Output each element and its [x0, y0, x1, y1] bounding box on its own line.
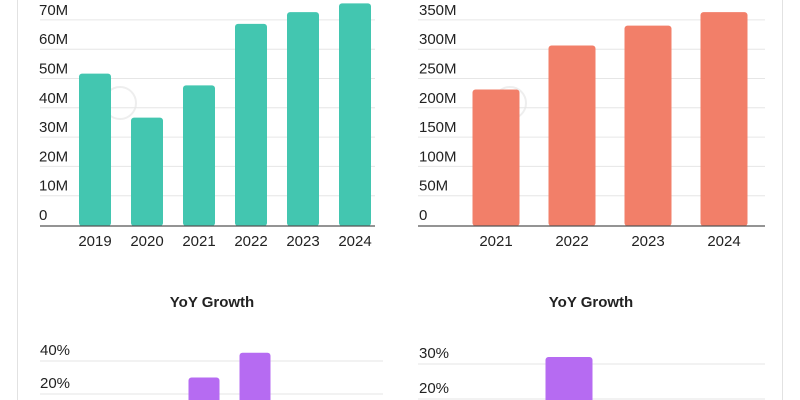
- y-tick-label: 60M: [39, 31, 68, 48]
- bar: [235, 23, 267, 226]
- x-tick-label: 2024: [707, 233, 740, 250]
- x-tick-label: 2020: [130, 233, 163, 250]
- chart-title: YoY Growth: [170, 294, 254, 311]
- bar: [700, 12, 748, 226]
- y-tick-label: 150M: [419, 119, 457, 136]
- y-tick-label: 350M: [419, 2, 457, 19]
- chart-title: YoY Growth: [549, 294, 633, 311]
- x-tick-label: 2021: [479, 233, 512, 250]
- y-tick-label: 70M: [39, 2, 68, 19]
- y-tick-label: 20M: [39, 148, 68, 165]
- y-tick-label: 50M: [39, 61, 68, 78]
- bar: [624, 25, 672, 227]
- x-tick-label: 2022: [234, 233, 267, 250]
- bar: [287, 12, 319, 226]
- bar: [188, 377, 220, 400]
- x-tick-label: 2023: [631, 233, 664, 250]
- bar: [545, 357, 593, 400]
- y-tick-label: 200M: [419, 90, 457, 107]
- y-tick-label: 100M: [419, 148, 457, 165]
- y-tick-label: 30M: [39, 119, 68, 136]
- y-tick-label: 250M: [419, 61, 457, 78]
- x-tick-label: 2022: [555, 233, 588, 250]
- bar: [548, 45, 596, 227]
- bar: [239, 352, 271, 400]
- bar: [472, 89, 520, 226]
- bar: [339, 3, 371, 226]
- bar: [79, 73, 111, 226]
- y-tick-label: 0: [39, 207, 47, 224]
- y-tick-label: 300M: [419, 31, 457, 48]
- y-tick-label: 30%: [419, 345, 449, 362]
- y-tick-label: 40%: [40, 342, 70, 359]
- y-tick-label: 50M: [419, 178, 448, 195]
- bar: [131, 117, 163, 226]
- y-tick-label: 0: [419, 207, 427, 224]
- x-tick-label: 2024: [338, 233, 371, 250]
- y-tick-label: 20%: [419, 380, 449, 397]
- panel-border-right: [782, 0, 783, 400]
- bar: [183, 85, 215, 226]
- y-tick-label: 10M: [39, 178, 68, 195]
- panel-border-left: [17, 0, 18, 400]
- y-tick-label: 40M: [39, 90, 68, 107]
- x-tick-label: 2023: [286, 233, 319, 250]
- x-tick-label: 2019: [78, 233, 111, 250]
- x-tick-label: 2021: [182, 233, 215, 250]
- y-tick-label: 20%: [40, 375, 70, 392]
